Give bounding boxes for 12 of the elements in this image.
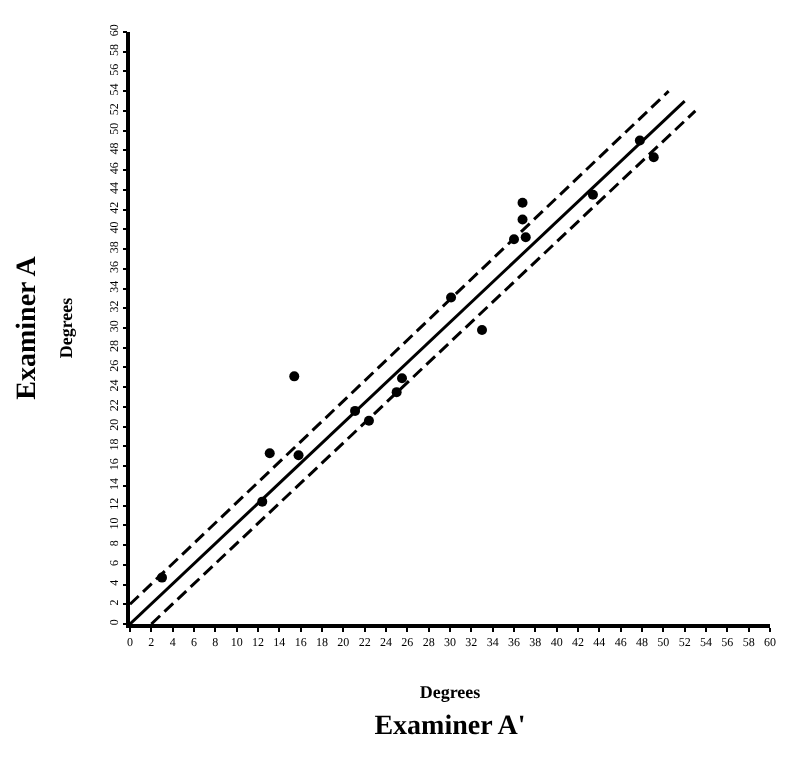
- point: [289, 371, 300, 382]
- point: [517, 197, 528, 208]
- x-axis-title: Degrees Examiner A': [374, 681, 526, 742]
- point: [293, 450, 304, 461]
- y-axis-title: Examiner A Degrees: [13, 254, 76, 400]
- point: [587, 189, 598, 200]
- point: [264, 448, 275, 459]
- point: [517, 214, 528, 225]
- point: [648, 152, 659, 163]
- point: [520, 232, 531, 243]
- point: [477, 324, 487, 335]
- point: [397, 373, 407, 384]
